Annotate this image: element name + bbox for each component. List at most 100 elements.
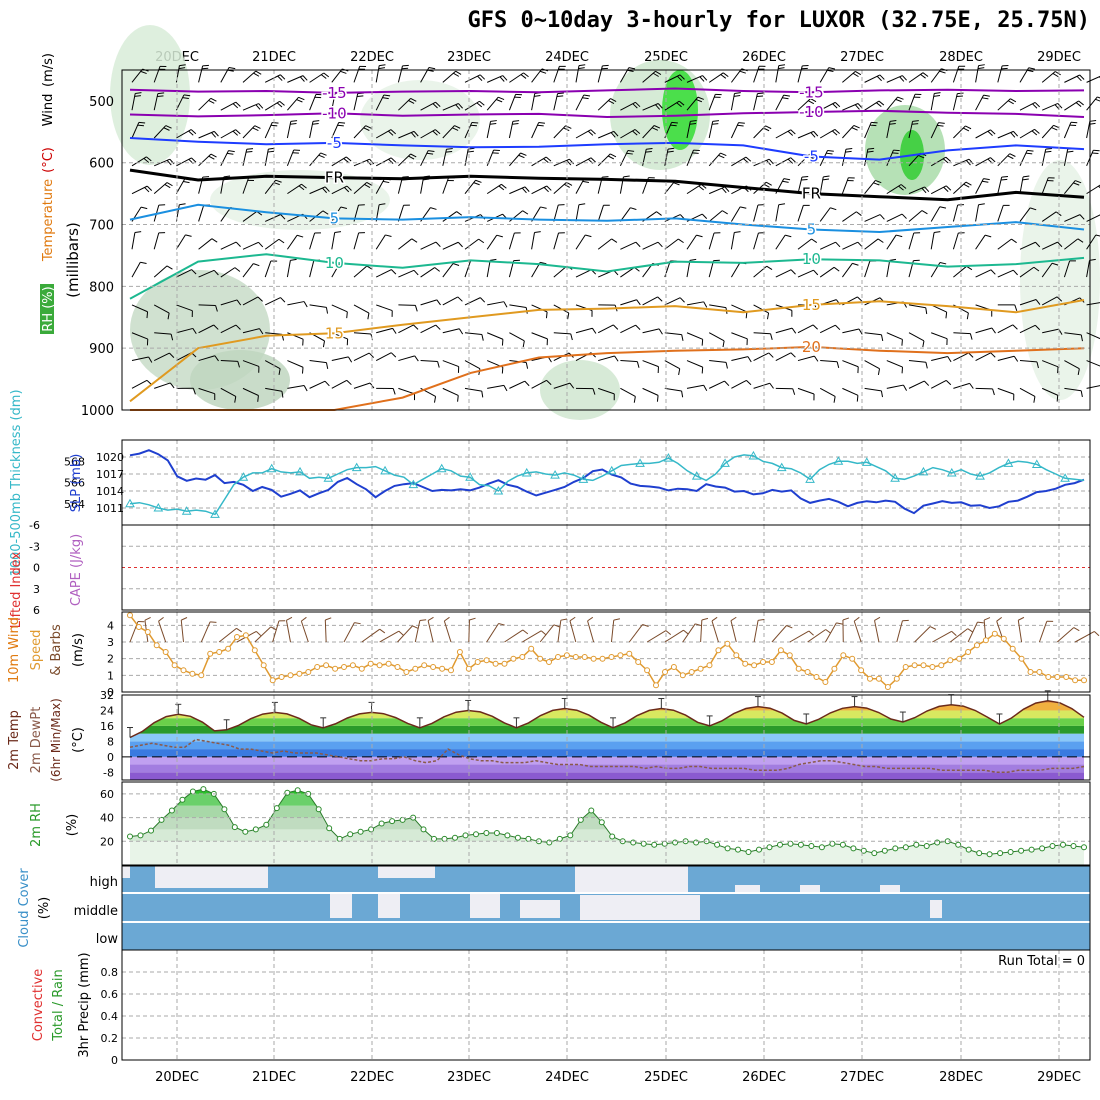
- rh-shading: [110, 25, 1100, 420]
- wind-barb-flag: [830, 207, 837, 211]
- wind-barb-flag: [982, 180, 989, 183]
- wind-barb-flag: [613, 131, 619, 137]
- thickness-marker: [578, 474, 589, 483]
- wind-barb: [930, 379, 947, 389]
- thickness-marker: [408, 479, 419, 489]
- wind-barb: [198, 355, 216, 362]
- wind-barb-flag: [437, 361, 440, 368]
- rh-point: [923, 843, 930, 849]
- wind-barb: [131, 379, 148, 389]
- wind-barb-flag: [792, 388, 796, 395]
- day-label: 29DEC: [1037, 1070, 1081, 1085]
- wind-speed-point: [840, 652, 847, 659]
- precip-gridlines: [122, 971, 1090, 1039]
- wind-barb-flag: [810, 132, 816, 138]
- wind-barb-flag: [290, 258, 297, 261]
- wind-barb-flag: [813, 131, 819, 137]
- wind-barb: [825, 622, 837, 643]
- wind-barb-flag: [745, 311, 748, 319]
- rh-point: [420, 826, 427, 833]
- wind-barb: [376, 304, 393, 312]
- wind-barb: [397, 625, 413, 643]
- wind-barb-flag: [543, 186, 549, 193]
- wind-barb-flag: [942, 158, 949, 164]
- wind-barb: [427, 620, 434, 643]
- wind-barb: [414, 620, 421, 643]
- wind-barb-flag: [757, 92, 764, 95]
- wind-barb-flag: [254, 125, 261, 129]
- wind-barb: [820, 360, 838, 363]
- wind-barb-flag: [890, 120, 897, 122]
- rh-point: [378, 820, 385, 827]
- wind-barb-flag: [1089, 119, 1097, 122]
- wind-barb-flag: [534, 231, 541, 234]
- thickness-marker: [465, 472, 475, 481]
- wind-barb-flag: [178, 67, 186, 70]
- rh-point: [934, 839, 941, 846]
- wind-barb: [508, 232, 515, 250]
- wind-barb-flag: [213, 324, 219, 330]
- thickness-marker: [663, 453, 674, 462]
- wind-barb: [286, 260, 291, 278]
- thickness-marker: [295, 466, 305, 476]
- wind-barb-flag: [146, 156, 152, 162]
- rh-point: [148, 827, 154, 834]
- wind-barb-flag: [398, 630, 404, 636]
- wind-speed-point: [662, 669, 668, 675]
- wind-barb: [398, 387, 415, 395]
- wind-barb: [864, 332, 882, 336]
- wind-barb: [420, 299, 437, 306]
- wind-barb-flag: [432, 103, 438, 109]
- wind-barb-flag: [434, 267, 440, 272]
- wind-barb: [487, 332, 504, 340]
- wind-barb-flag: [722, 340, 725, 348]
- rh-point: [514, 834, 521, 841]
- wind-barb-flag: [957, 92, 964, 95]
- wind-barb-flag: [545, 311, 548, 319]
- wind-speed-point: [858, 667, 865, 674]
- thickness-marker: [521, 467, 532, 477]
- wind-barb-flag: [179, 64, 186, 67]
- contour-label: 5: [330, 209, 340, 227]
- wind-barb: [932, 630, 952, 643]
- wind-barb: [375, 269, 392, 278]
- wind-barb-flag: [346, 379, 352, 386]
- wind-barb-flag: [783, 94, 790, 97]
- wind-barb: [353, 332, 371, 335]
- thickness-marker: [861, 457, 872, 466]
- wind-speed-point: [555, 654, 561, 660]
- li-tick-label: 0: [33, 562, 40, 575]
- wind-speed-point: [242, 632, 249, 639]
- wind-barb: [154, 382, 171, 389]
- rh-point: [556, 835, 563, 842]
- wind-barb-flag: [712, 120, 720, 122]
- wind-barb-flag: [880, 390, 884, 398]
- temperature-axis-label: Temperature: [41, 179, 56, 262]
- wind-barb-flag: [1035, 241, 1041, 248]
- wind-barb-flag: [496, 99, 503, 103]
- wind-speed-point: [287, 672, 294, 679]
- wind-barb-flag: [490, 120, 497, 122]
- wind-barb-flag: [234, 396, 237, 403]
- wind-barb-flag: [502, 75, 508, 81]
- li-cape-frame: [121, 524, 1091, 611]
- wind-barb-flag: [740, 206, 747, 209]
- wind-barb-flag: [228, 66, 236, 70]
- rh-point: [724, 845, 731, 852]
- wind-barb-flag: [1023, 175, 1030, 178]
- wind-barb-flag: [978, 203, 985, 206]
- rh-tick-label: 60: [100, 788, 114, 801]
- wind-speed-point: [965, 649, 972, 655]
- wind-barb: [908, 360, 926, 363]
- wind-barb: [1041, 211, 1057, 222]
- wind-barb-flag: [747, 356, 752, 363]
- wind-speed-point: [920, 662, 927, 669]
- wind-barb-flag: [458, 103, 464, 109]
- wind-barb-flag: [512, 120, 520, 122]
- wind-barb: [1064, 238, 1079, 250]
- wind-barb-flag: [1009, 153, 1016, 157]
- wind-barb-flag: [695, 623, 702, 627]
- wind-barb-flag: [787, 158, 794, 164]
- wind-speed-point: [938, 662, 945, 669]
- wind-speed-point: [679, 672, 686, 679]
